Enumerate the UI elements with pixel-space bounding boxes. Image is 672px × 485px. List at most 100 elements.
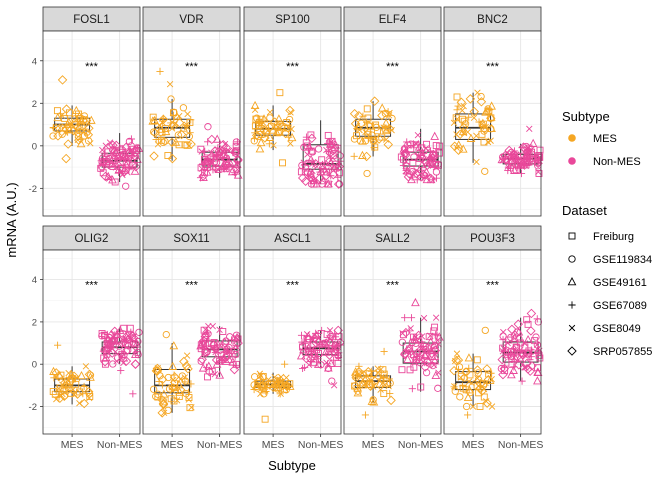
data-point (454, 115, 461, 123)
data-point (504, 163, 513, 171)
data-point (232, 138, 241, 146)
data-point (171, 380, 178, 388)
data-point (251, 106, 259, 114)
data-point (251, 381, 261, 390)
data-point (321, 338, 331, 348)
facet-panel-sp100: SP100 *** (243, 6, 345, 217)
data-point (359, 112, 367, 120)
data-point (488, 376, 495, 383)
data-point (62, 382, 69, 390)
data-point (324, 157, 334, 167)
data-point (358, 381, 366, 389)
data-point (59, 124, 67, 132)
data-point (288, 125, 295, 133)
facet-panel-vdr: VDR *** (142, 6, 243, 217)
data-point (165, 385, 174, 393)
data-point (201, 147, 209, 155)
data-point (256, 137, 266, 147)
data-point (465, 113, 473, 121)
data-point (475, 383, 486, 393)
data-point (401, 314, 409, 322)
data-point (268, 382, 279, 393)
data-point (175, 387, 184, 396)
data-point (61, 114, 69, 122)
data-point (302, 133, 311, 141)
data-point (106, 341, 114, 349)
data-point (415, 335, 424, 344)
data-point (523, 316, 531, 324)
data-point (355, 362, 363, 370)
data-point (501, 367, 509, 375)
data-point (314, 145, 323, 153)
legend-key-circle (568, 255, 576, 263)
group-mes-pou3f3 (449, 326, 496, 419)
data-point (105, 175, 113, 182)
data-point (119, 167, 130, 177)
data-point (324, 350, 335, 360)
data-point (110, 158, 120, 167)
data-point (473, 158, 480, 166)
panel-background (143, 31, 240, 216)
data-point (369, 396, 377, 404)
data-point (416, 172, 426, 182)
data-point (213, 151, 222, 159)
group-non-mes-bnc2 (497, 125, 544, 178)
group-mes-sox11 (149, 330, 195, 418)
data-point (203, 160, 211, 168)
data-point (354, 366, 364, 377)
data-point (108, 140, 118, 150)
data-point (264, 122, 275, 133)
data-point (309, 175, 318, 185)
data-point (117, 144, 127, 155)
data-point (305, 144, 313, 153)
group-mes-bnc2 (449, 89, 496, 175)
data-point (458, 122, 469, 133)
data-point (331, 345, 338, 352)
group-non-mes-sox11 (196, 322, 243, 381)
data-point (319, 162, 326, 169)
outlier-point (526, 308, 537, 319)
data-point (453, 93, 461, 101)
data-point (504, 351, 513, 359)
data-point (382, 136, 390, 143)
data-point (197, 145, 205, 153)
data-point (205, 322, 212, 330)
outlier-point (122, 182, 130, 190)
data-point (415, 152, 423, 160)
data-point (223, 347, 230, 354)
data-point (398, 366, 406, 374)
data-point (518, 377, 526, 385)
data-point (67, 375, 75, 383)
data-point (374, 127, 381, 135)
data-point (158, 117, 167, 125)
data-point (307, 131, 315, 139)
data-point (328, 137, 336, 145)
data-point (169, 341, 179, 350)
group-non-mes-elf4 (397, 128, 444, 184)
data-point (419, 343, 427, 350)
data-point (100, 171, 111, 182)
data-point (412, 141, 420, 149)
data-point (326, 358, 336, 367)
data-point (250, 137, 258, 145)
outlier-point (61, 153, 71, 164)
data-point (125, 165, 133, 173)
data-point (457, 372, 465, 380)
strip-background (443, 225, 542, 251)
data-point (318, 160, 327, 169)
data-point (131, 349, 140, 358)
data-point (476, 403, 484, 410)
data-point (403, 138, 411, 146)
data-point (202, 331, 210, 339)
data-point (202, 167, 212, 176)
data-point (209, 166, 217, 174)
data-point (53, 112, 63, 122)
data-point (277, 380, 287, 390)
outlier-point (279, 159, 286, 167)
legend-label: GSE8049 (593, 323, 641, 335)
data-point (77, 370, 86, 380)
data-point (418, 166, 426, 174)
data-point (464, 128, 471, 136)
group-non-mes-sall2 (398, 297, 444, 393)
data-point (529, 157, 537, 165)
